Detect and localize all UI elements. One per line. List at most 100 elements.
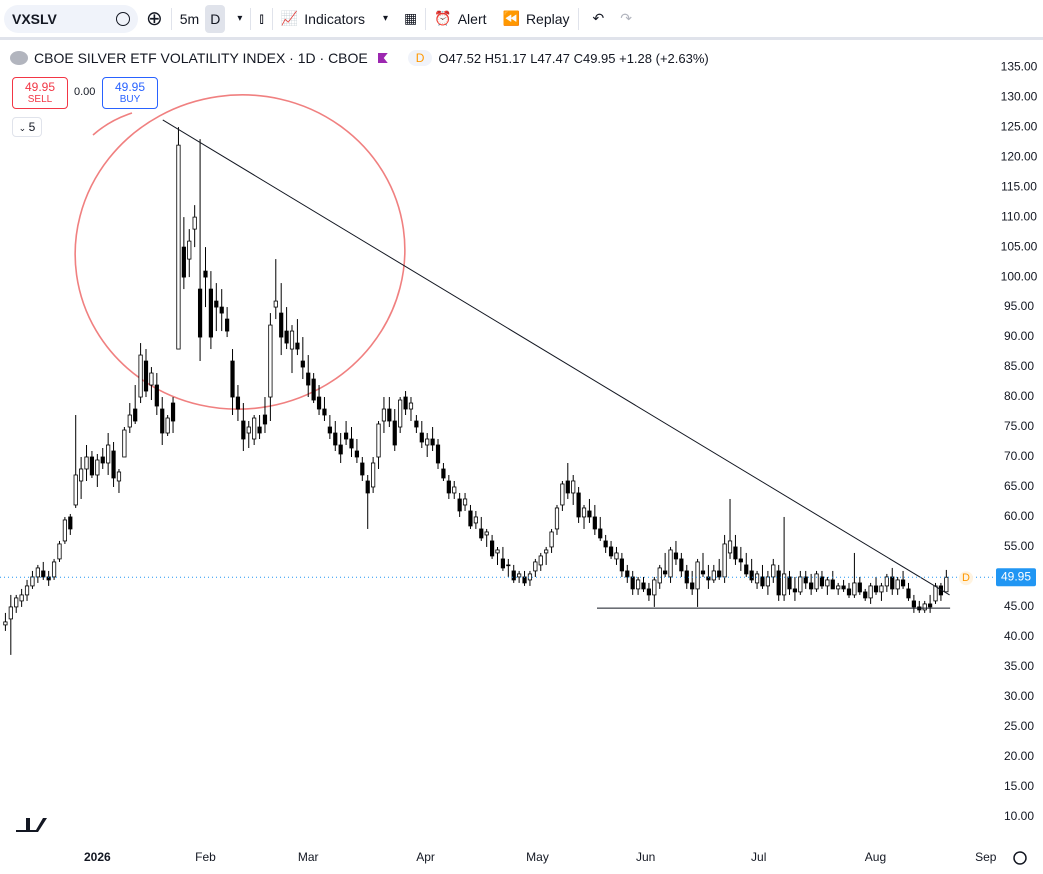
x-tick-label: 2026 <box>84 850 111 864</box>
candle-body <box>727 540 733 554</box>
candle-body <box>79 468 84 482</box>
candle-body <box>360 462 365 476</box>
candle-body <box>84 456 89 470</box>
flag[interactable] <box>377 53 388 63</box>
candle-body <box>619 558 624 572</box>
candle-body <box>944 576 949 593</box>
candle-body <box>782 573 787 596</box>
badge-box: D <box>407 50 433 66</box>
candle-body <box>846 588 852 596</box>
legend-values: O47.52 H51.17 L47.47 C49.95 +1.28 (+2.63… <box>438 50 709 66</box>
candle-body <box>462 498 468 506</box>
x-tick-label: Jul <box>751 850 766 864</box>
buy-label: BUY <box>119 94 141 105</box>
dividend-marker <box>959 571 973 586</box>
candle-body <box>138 354 143 398</box>
circle-drawing <box>74 94 406 410</box>
redo[interactable]: ↷ <box>620 10 632 26</box>
buy-button[interactable]: 49.95 BUY <box>102 77 158 109</box>
candle-body <box>41 570 46 578</box>
candle-body <box>517 573 522 578</box>
symbol-search[interactable]: VXSLV <box>4 4 138 33</box>
candle-body <box>695 561 700 590</box>
candle-body <box>68 516 73 530</box>
candle-body <box>895 579 900 590</box>
candle-body <box>884 576 889 587</box>
candle-body <box>176 144 181 350</box>
y-tick-label: 40.00 <box>1004 629 1034 643</box>
candle-body <box>717 570 722 578</box>
candle-body <box>387 408 392 422</box>
indicators-button[interactable]: 📈 Indicators ▾ <box>280 10 389 27</box>
candle-body <box>603 540 608 548</box>
candle-body <box>392 420 397 446</box>
candle-body <box>738 558 743 563</box>
layouts[interactable]: ▦ <box>404 10 418 26</box>
add-symbol[interactable]: ⊕ <box>146 8 163 30</box>
y-tick-label: 25.00 <box>1004 719 1034 733</box>
candle-body <box>652 579 657 596</box>
candle-body <box>62 519 67 542</box>
undo[interactable]: ↶ <box>592 10 605 26</box>
buy-price: 49.95 <box>114 80 146 94</box>
y-tick-label: 125.00 <box>1001 119 1038 133</box>
candle-body <box>192 216 197 230</box>
candle-body <box>663 570 668 575</box>
candle-body <box>641 582 646 590</box>
candle-body <box>381 408 387 422</box>
candle-body <box>57 543 62 560</box>
candle-body <box>246 426 251 434</box>
candle-body <box>825 579 830 587</box>
candle-body <box>836 585 841 590</box>
candle-body <box>668 549 673 578</box>
legend-badge: D <box>415 51 425 65</box>
y-tick-label: 115.00 <box>1001 179 1037 193</box>
candle-body <box>457 498 462 512</box>
chart-type[interactable]: ⫾ <box>259 10 264 26</box>
candle-body <box>322 408 327 416</box>
settings-icon[interactable] <box>1013 851 1027 865</box>
lots-box[interactable]: ⌄ 5 <box>12 117 42 137</box>
candle-body <box>89 456 95 476</box>
candle-body <box>511 570 516 581</box>
interval-menu[interactable]: ▾ <box>237 13 243 24</box>
candle-body <box>533 561 538 572</box>
alert-button[interactable]: ⏰ Alert <box>434 10 487 27</box>
candle-body <box>473 516 478 524</box>
timeframe[interactable]: D <box>205 4 226 33</box>
candle-body <box>868 585 873 599</box>
last-price-label: 49.95 <box>1001 569 1031 583</box>
candle-body <box>841 585 846 590</box>
candle-body <box>679 558 684 572</box>
candle-body <box>187 240 192 260</box>
y-tick-label: 75.00 <box>1004 419 1034 433</box>
candle-body <box>446 480 451 494</box>
replay-button[interactable]: ⏪ Replay <box>502 10 570 27</box>
candle-body <box>24 585 30 596</box>
interval[interactable]: 5m <box>179 10 200 27</box>
candle-body <box>852 582 857 596</box>
candle-body <box>538 555 543 566</box>
candle-body <box>19 594 24 602</box>
candle-body <box>8 606 13 620</box>
candle-body <box>814 573 819 590</box>
candle-body <box>35 567 40 578</box>
candle-body <box>911 600 916 608</box>
candle-body <box>803 576 808 584</box>
sell-button[interactable]: 49.95 SELL <box>12 77 68 109</box>
y-tick-label: 130.00 <box>1001 89 1038 103</box>
candle-body <box>143 360 149 392</box>
candle-body <box>435 444 441 464</box>
candle-body <box>857 582 862 593</box>
separator <box>250 7 252 30</box>
separator <box>170 7 172 30</box>
y-tick-label: 65.00 <box>1004 479 1034 493</box>
candle-body <box>338 444 343 455</box>
candle-body <box>744 564 749 575</box>
x-tick-label: Mar <box>298 850 319 864</box>
y-tick-label: 85.00 <box>1004 359 1034 373</box>
legend: CBOE SILVER ETF VOLATILITY INDEX · 1D · … <box>10 50 709 66</box>
sell-price: 49.95 <box>24 80 56 94</box>
candle-body <box>452 486 457 494</box>
candle-body <box>279 312 284 338</box>
